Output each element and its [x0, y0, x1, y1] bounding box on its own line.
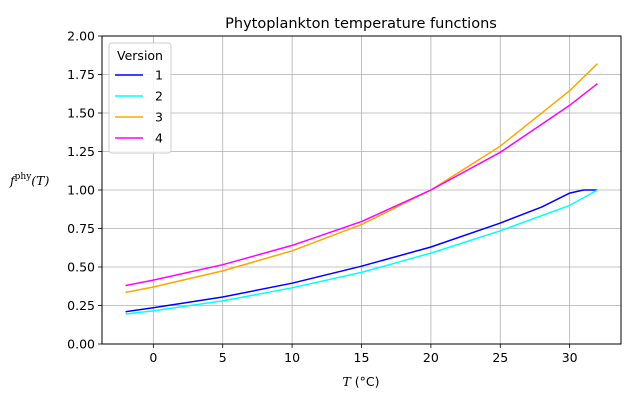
grid — [102, 35, 621, 345]
series-line-1 — [125, 189, 598, 313]
x-tick-label: 20 — [423, 350, 439, 365]
y-tick-label: 1.50 — [67, 106, 95, 121]
y-tick-label: 0.50 — [67, 260, 95, 275]
y-tick-label: 0.00 — [67, 337, 95, 352]
x-axis-label-var: T — [342, 374, 352, 389]
y-axis-label-sup: phy — [15, 172, 33, 182]
series-line-2 — [125, 189, 598, 315]
x-axis: 0 5 10 15 20 25 30 — [149, 344, 578, 365]
legend-box — [108, 42, 172, 154]
legend-label-1: 1 — [155, 68, 163, 83]
x-tick-label: 10 — [284, 350, 300, 365]
y-tick-label: 0.75 — [67, 221, 95, 236]
y-axis-label-base: f — [9, 173, 17, 188]
y-tick-label: 1.00 — [67, 183, 95, 198]
x-tick-label: 5 — [219, 350, 227, 365]
y-axis: 0.00 0.25 0.50 0.75 1.00 1.25 1.50 1.75 2.00 — [67, 29, 102, 352]
series-line-4 — [125, 83, 598, 287]
y-tick-label: 1.75 — [67, 67, 95, 82]
x-tick-label: 15 — [354, 350, 370, 365]
x-tick-label: 25 — [492, 350, 508, 365]
x-axis-label: T (°C) — [342, 374, 379, 389]
y-axis-label-arg: (T) — [31, 173, 49, 188]
y-tick-label: 2.00 — [67, 29, 95, 44]
legend-items: 1 2 3 4 — [115, 68, 163, 146]
x-axis-label-unit: (°C) — [351, 374, 380, 389]
chart-title: Phytoplankton temperature functions — [225, 16, 497, 32]
legend-label-3: 3 — [155, 110, 163, 125]
y-tick-label: 1.25 — [67, 144, 95, 159]
series-line-3 — [125, 63, 598, 294]
legend: Version 1 2 3 4 — [108, 42, 172, 154]
legend-label-4: 4 — [155, 131, 163, 146]
legend-label-2: 2 — [155, 89, 163, 104]
x-tick-label: 0 — [149, 350, 157, 365]
y-tick-label: 0.25 — [67, 298, 95, 313]
series-lines — [125, 63, 598, 315]
legend-title: Version — [117, 48, 163, 63]
y-axis-label: fphy(T) — [9, 172, 50, 188]
x-tick-label: 30 — [562, 350, 578, 365]
